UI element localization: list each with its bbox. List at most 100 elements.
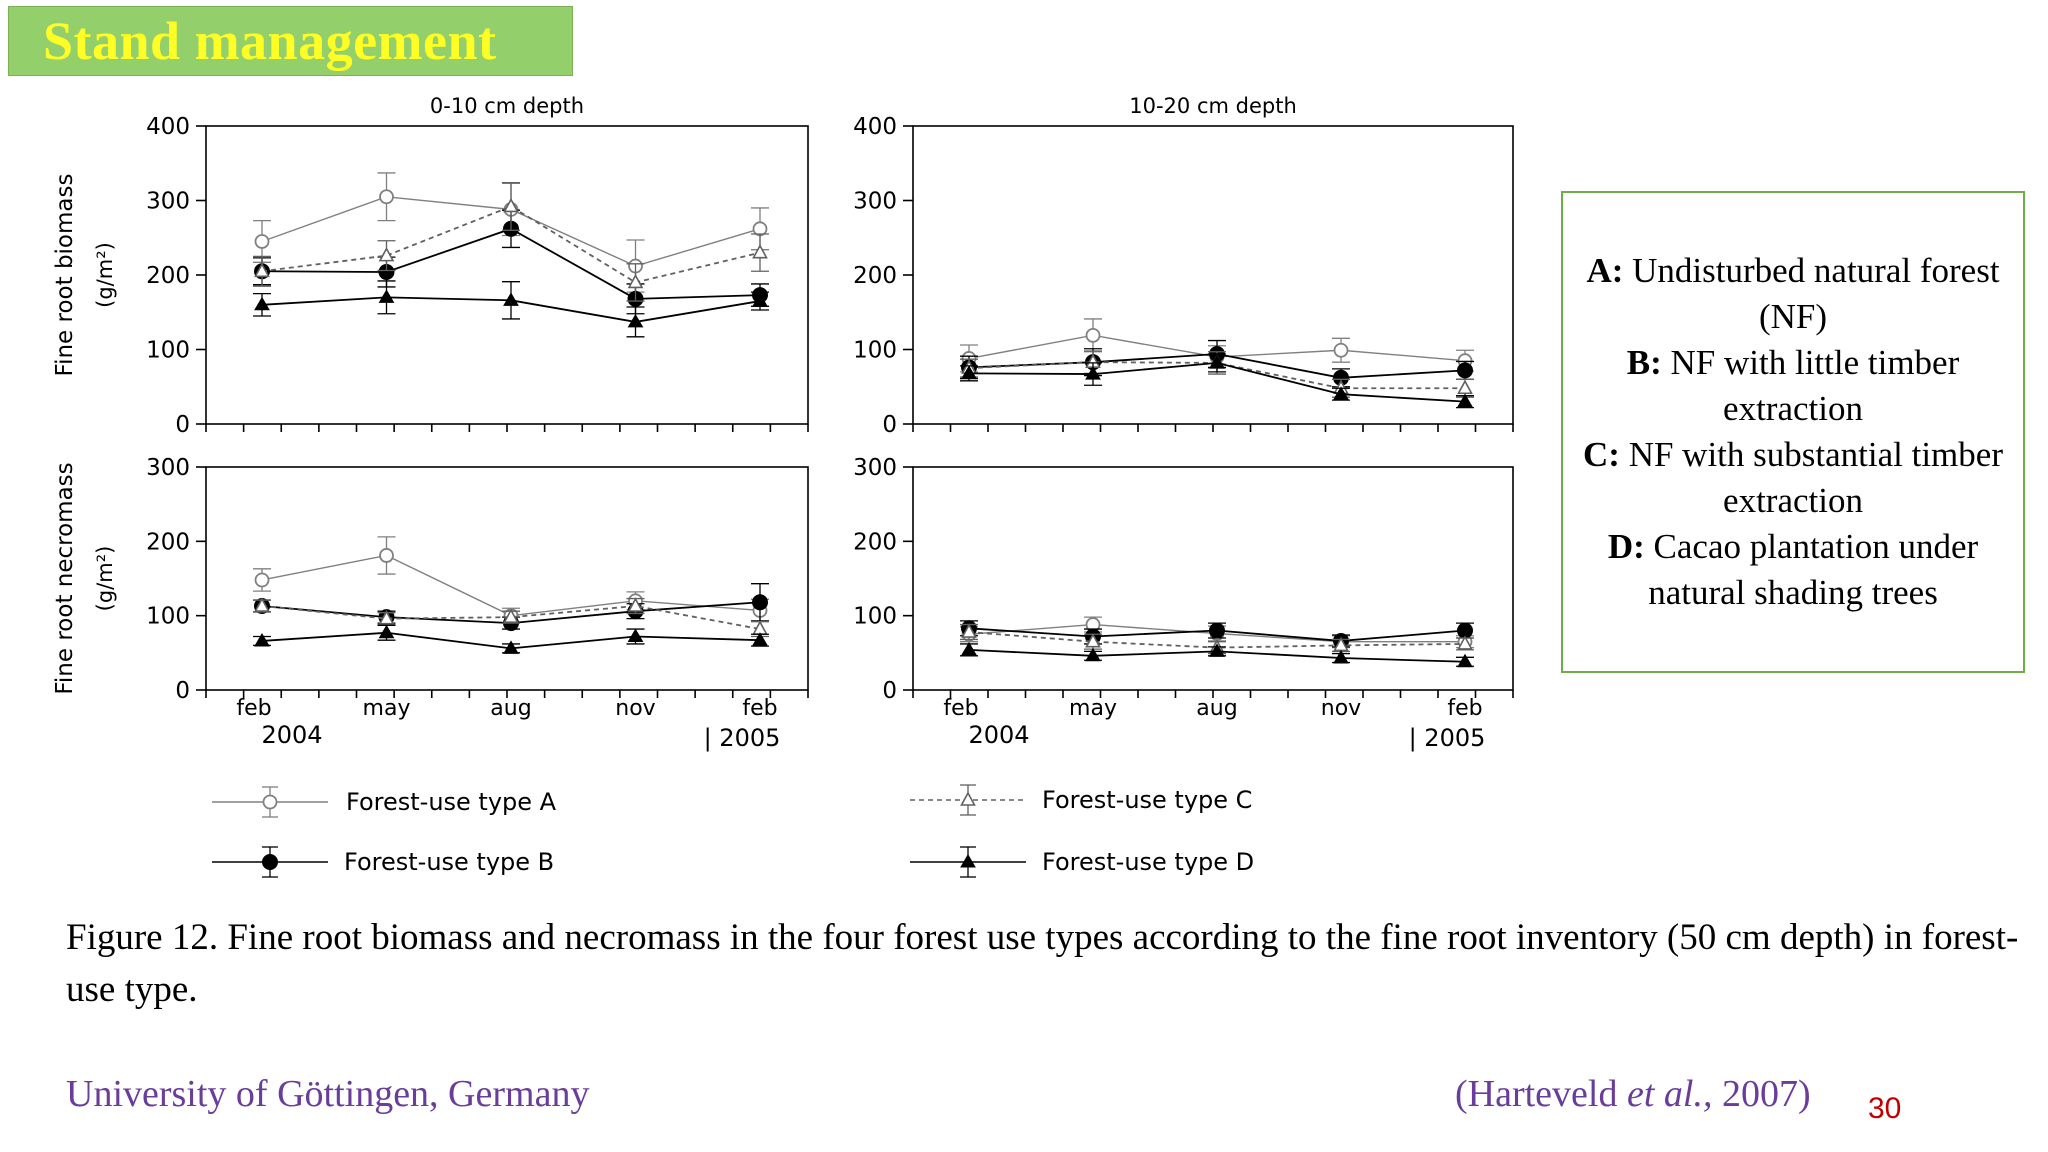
series-4 <box>253 624 769 654</box>
data-point <box>1085 327 1101 343</box>
data-point <box>752 293 768 307</box>
y-tick-label: 100 <box>853 604 897 630</box>
data-point <box>961 641 977 656</box>
data-point <box>1333 342 1349 358</box>
chart-legend-item-c: Forest-use type C <box>910 784 1252 816</box>
data-point <box>1209 643 1225 657</box>
y-tick-label: 200 <box>853 529 897 555</box>
year-label: | 2005 <box>1409 724 1486 752</box>
y-tick-label: 300 <box>146 189 190 215</box>
data-point <box>503 608 519 623</box>
plot-frame <box>912 125 1514 425</box>
data-point <box>1209 622 1225 639</box>
y-tick-label: 300 <box>853 189 897 215</box>
chart-title: 10-20 cm depth <box>1129 94 1297 118</box>
y-tick-label: 400 <box>853 114 897 140</box>
data-point <box>254 632 270 647</box>
x-tick-label: aug <box>1196 696 1237 721</box>
chart-panel-1: 0-10 cm depth 0 100 200 300 400 Fine root biom… <box>52 94 809 438</box>
data-point <box>254 234 270 249</box>
data-point <box>752 594 768 611</box>
y-tick-label: 300 <box>853 455 897 481</box>
data-point <box>961 623 977 638</box>
chart-panel-2: 10-20 cm depth 0 100 200 300 400 <box>853 94 1514 438</box>
x-tick-label: feb <box>943 696 978 721</box>
data-point <box>627 597 644 612</box>
y-tick-label: 200 <box>853 263 897 289</box>
series-4 <box>253 280 769 338</box>
chart-legend-item-a: Forest-use type A <box>212 786 557 818</box>
data-point <box>378 246 395 262</box>
x-tick-label: feb <box>236 696 271 721</box>
y-tick-label: 0 <box>175 412 190 438</box>
data-point <box>752 632 768 646</box>
x-tick-label: aug <box>490 696 531 721</box>
data-point <box>378 609 395 625</box>
data-point <box>627 273 644 289</box>
forest-type-legend-box: A: Undisturbed natural forest (NF) B: NF… <box>1561 191 2025 673</box>
footer-institution: University of Göttingen, Germany <box>66 1073 590 1115</box>
page-number: 30 <box>1868 1092 1902 1125</box>
data-point <box>1457 635 1473 650</box>
data-point <box>503 640 519 654</box>
series-line <box>968 361 1465 390</box>
y-tick-label: 400 <box>146 114 190 140</box>
x-tick-label: may <box>1069 696 1117 721</box>
data-point <box>379 548 394 563</box>
series-4 <box>960 641 1474 668</box>
series-line <box>261 605 761 630</box>
y-tick-label: 0 <box>882 412 897 438</box>
legend-label: Forest-use type D <box>1042 848 1254 876</box>
series-4 <box>960 353 1474 409</box>
data-point <box>1333 650 1349 664</box>
data-point <box>1457 379 1473 395</box>
chart-legend-item-d: Forest-use type D <box>910 846 1254 878</box>
data-point <box>1333 386 1349 400</box>
y-axis-label: Fine root biomass <box>52 174 78 377</box>
y-axis-label: Fine root necromass <box>52 462 78 694</box>
data-point <box>752 243 768 259</box>
y-tick-label: 100 <box>146 604 190 630</box>
data-point <box>1085 633 1101 648</box>
data-point <box>1209 354 1225 369</box>
data-point <box>378 624 395 639</box>
data-point <box>254 572 270 588</box>
x-tick-label: feb <box>742 696 777 721</box>
year-label: | 2005 <box>704 724 781 752</box>
x-tick-label: may <box>363 696 411 721</box>
x-tick-label: nov <box>1321 696 1361 721</box>
series-3 <box>253 181 769 302</box>
footer-citation: (Harteveld et al., 2007) <box>1455 1073 1811 1115</box>
data-point <box>1457 393 1473 408</box>
chart-legend-item-b: Forest-use type B <box>212 846 554 878</box>
legend-label: Forest-use type B <box>344 848 554 876</box>
legend-label: Forest-use type C <box>1042 786 1252 814</box>
series-line <box>261 205 761 284</box>
legend-entry-c: C: NF with substantial timber extraction <box>1583 435 2003 520</box>
y-tick-label: 200 <box>146 263 190 289</box>
data-point <box>503 292 519 306</box>
data-point <box>752 221 768 237</box>
slide-title-banner: Stand management <box>8 6 573 76</box>
legend-label: Forest-use type A <box>346 788 557 816</box>
plot-frame <box>205 125 809 425</box>
data-point <box>1457 653 1473 668</box>
y-axis-unit: (g/m²) <box>93 242 117 308</box>
y-tick-label: 0 <box>882 678 897 704</box>
data-point <box>378 289 395 303</box>
series-line <box>968 631 1466 649</box>
data-point <box>1085 647 1101 662</box>
y-axis-unit: (g/m²) <box>93 546 117 612</box>
plot-frame <box>205 466 809 691</box>
x-tick-label: feb <box>1447 696 1482 721</box>
data-point <box>961 365 977 379</box>
figure-caption: Figure 12. Fine root biomass and necroma… <box>66 917 2019 1010</box>
y-tick-label: 100 <box>146 338 190 364</box>
legend-marker <box>960 854 976 868</box>
legend-marker <box>262 794 278 810</box>
x-tick-label: nov <box>615 696 655 721</box>
year-label: 2004 <box>968 721 1029 749</box>
y-tick-label: 0 <box>175 678 190 704</box>
